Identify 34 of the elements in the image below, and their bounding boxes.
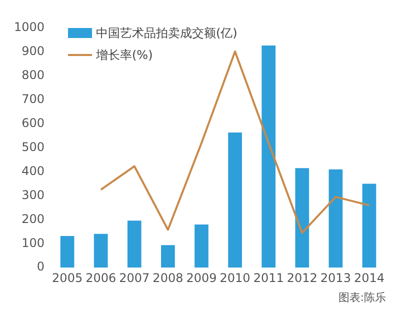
x-tick-label: 2012: [286, 270, 318, 285]
y-tick-label: 600: [22, 116, 45, 130]
bar: [328, 169, 343, 268]
y-tick-label: 400: [22, 164, 45, 178]
bar: [295, 168, 310, 268]
y-tick-label: 100: [22, 236, 45, 250]
x-tick-label: 2005: [52, 270, 83, 285]
bar: [127, 220, 142, 268]
legend-label: 中国艺术品拍卖成交额(亿): [96, 25, 238, 42]
bar: [60, 236, 74, 268]
y-tick-label: 900: [22, 44, 45, 58]
x-tick-label: 2009: [186, 270, 217, 285]
y-tick-label: 1000: [14, 20, 45, 34]
bar: [362, 184, 376, 268]
x-tick-label: 2014: [354, 270, 384, 285]
x-tick-label: 2008: [152, 270, 184, 285]
x-tick-label: 2013: [320, 270, 351, 285]
x-tick-label: 2006: [86, 270, 116, 285]
y-tick-label: 500: [22, 140, 45, 154]
bar: [262, 45, 276, 268]
x-tick-label: 2011: [253, 270, 284, 285]
bar: [161, 245, 175, 268]
legend-label: 增长率(%): [96, 47, 153, 64]
y-tick-label: 0: [36, 260, 45, 274]
y-tick-label: 200: [22, 212, 45, 226]
y-tick-label: 700: [22, 92, 45, 106]
y-tick-label: 300: [22, 188, 45, 202]
text: 图表:陈乐: [337, 290, 386, 305]
bar: [194, 224, 208, 268]
x-tick-label: 2010: [220, 270, 250, 285]
y-tick-label: 800: [22, 68, 45, 82]
bar: [228, 132, 242, 268]
bar: [94, 234, 108, 268]
x-tick-label: 2007: [119, 270, 150, 285]
